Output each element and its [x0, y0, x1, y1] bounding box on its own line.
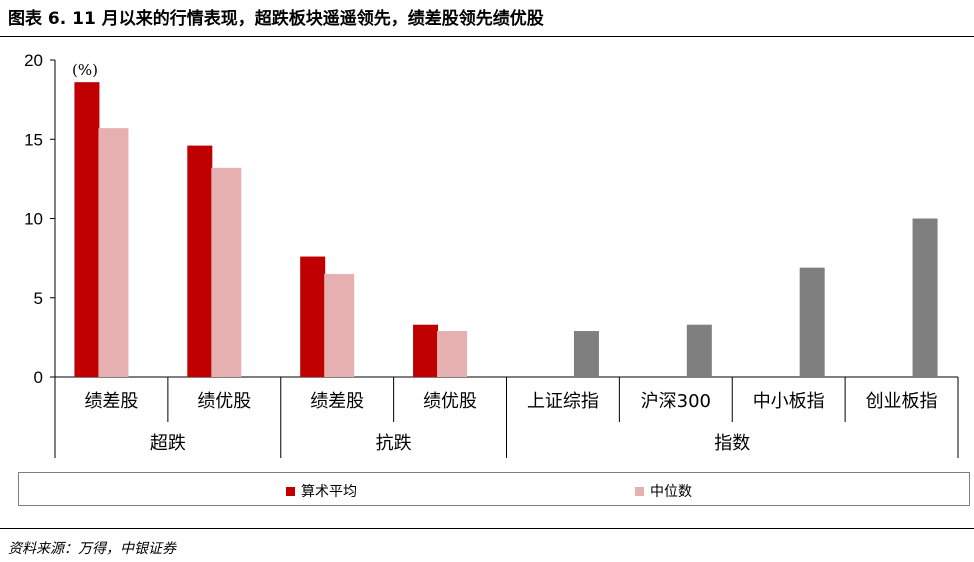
category-label: 绩差股: [84, 391, 138, 412]
y-tick-label: 10: [24, 210, 43, 229]
bar-index: [573, 331, 599, 377]
bar-median: [324, 273, 355, 377]
category-label: 沪深300: [641, 391, 711, 412]
category-label: 中小板指: [753, 391, 825, 412]
legend-label-median: 中位数: [650, 484, 692, 500]
top-rule: [0, 36, 974, 37]
legend-item-median: 中位数: [635, 481, 692, 501]
legend-item-avg: 算术平均: [286, 481, 357, 501]
group-label: 抗跌: [376, 433, 412, 454]
legend-swatch-avg: [286, 487, 295, 496]
category-label: 绩差股: [310, 391, 364, 412]
legend-swatch-median: [635, 487, 644, 496]
unit-label: (%): [72, 61, 98, 79]
y-tick-label: 15: [24, 130, 43, 149]
bar-index: [912, 218, 938, 377]
chart-labels: 0 5 10 15 20 (%) 绩差股 绩优股 绩差股 绩优股 上证综指 沪深300 中小板指 创业板指…: [24, 51, 937, 454]
category-label: 上证综指: [527, 391, 599, 412]
figure-title: 图表 6. 11 月以来的行情表现，超跌板块遥遥领先，绩差股领先绩优股: [8, 9, 544, 29]
y-tick-label: 20: [24, 51, 43, 70]
category-label: 创业板指: [866, 391, 938, 412]
y-tick-label: 5: [34, 289, 43, 308]
chart-bars: [74, 82, 938, 377]
legend: 算术平均 中位数: [18, 472, 970, 506]
group-label: 超跌: [150, 433, 186, 454]
y-tick-label: 0: [34, 368, 43, 387]
bottom-rule: [0, 528, 974, 529]
bar-avg: [413, 324, 439, 377]
bar-avg: [300, 256, 326, 377]
bar-avg: [74, 82, 100, 377]
legend-label-avg: 算术平均: [301, 484, 357, 500]
bar-median: [98, 128, 129, 377]
bar-avg: [187, 145, 213, 377]
bar-median: [211, 167, 242, 377]
bar-index: [799, 267, 825, 377]
category-label: 绩优股: [423, 391, 477, 412]
bar-median: [437, 331, 468, 377]
bar-chart: 0 5 10 15 20 (%) 绩差股 绩优股 绩差股 绩优股 上证综指 沪深300 中小板指 创业板指…: [24, 51, 959, 458]
group-label: 指数: [714, 433, 750, 454]
bar-index: [686, 324, 712, 377]
source-note: 资料来源：万得，中银证券: [8, 541, 176, 557]
category-label: 绩优股: [197, 391, 251, 412]
